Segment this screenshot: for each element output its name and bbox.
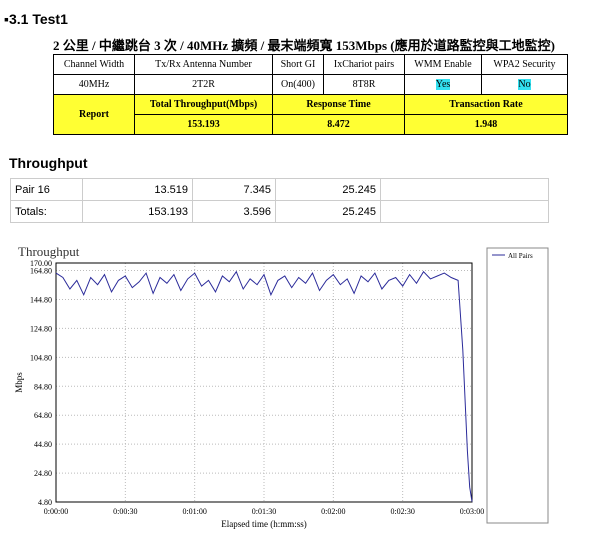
x-axis-label: Elapsed time (h:mm:ss) — [221, 519, 307, 529]
cell: 25.245 — [275, 178, 381, 201]
cell-text: No — [518, 79, 531, 90]
cell: WPA2 Security — [481, 54, 568, 75]
cell: 153.193 — [134, 114, 273, 135]
y-tick-label: 4.80 — [38, 498, 52, 507]
cell: 1.948 — [404, 114, 568, 135]
summary-table: Pair 16 13.519 7.345 25.245 Totals: 153.… — [10, 178, 549, 223]
cell: Tx/Rx Antenna Number — [134, 54, 273, 75]
y-tick-label: 104.80 — [30, 353, 52, 362]
y-tick-label: 124.80 — [30, 324, 52, 333]
cell: Report — [53, 94, 135, 135]
subtitle: 2 公里 / 中繼跳台 3 次 / 40MHz 擴頻 / 最末端頻寬 153Mb… — [53, 38, 555, 53]
cell: 2T2R — [134, 74, 273, 95]
cell: WMM Enable — [404, 54, 482, 75]
heading: ▪3.1 Test1 — [4, 11, 68, 27]
data-line — [55, 270, 473, 502]
cell: 153.193 — [82, 200, 193, 223]
cell: 8T8R — [323, 74, 405, 95]
legend-label: All Pairs — [508, 252, 533, 260]
cell-text: Yes — [435, 79, 451, 90]
cell: Totals: — [10, 200, 83, 223]
x-tick-label: 0:00:00 — [44, 507, 68, 516]
cell: On(400) — [272, 74, 324, 95]
x-tick-label: 0:00:30 — [113, 507, 137, 516]
cell: Response Time — [272, 94, 405, 115]
y-tick-label: 24.80 — [34, 469, 52, 478]
cell: Total Throughput(Mbps) — [134, 94, 273, 115]
cell — [380, 200, 549, 223]
cell: IxChariot pairs — [323, 54, 405, 75]
x-tick-label: 0:02:30 — [390, 507, 414, 516]
cell: Yes — [404, 74, 482, 95]
x-tick-label: 0:01:30 — [252, 507, 276, 516]
cell: Channel Width — [53, 54, 135, 75]
y-tick-label: 44.80 — [34, 440, 52, 449]
y-tick-label: 64.80 — [34, 411, 52, 420]
y-tick-label: 84.80 — [34, 382, 52, 391]
cell: No — [481, 74, 568, 95]
cell: 25.245 — [275, 200, 381, 223]
cell: 40MHz — [53, 74, 135, 95]
cell: Short GI — [272, 54, 324, 75]
chart-title: Throughput — [18, 244, 80, 259]
x-tick-label: 0:02:00 — [321, 507, 345, 516]
cell: 7.345 — [192, 178, 276, 201]
x-tick-label: 0:01:00 — [182, 507, 206, 516]
y-tick-label: 170.00 — [30, 259, 52, 268]
y-tick-label: 144.80 — [30, 295, 52, 304]
cell: 8.472 — [272, 114, 405, 135]
legend-box — [486, 247, 549, 524]
y-tick-label: 164.80 — [30, 267, 52, 276]
section-title: Throughput — [9, 155, 88, 171]
cell — [380, 178, 549, 201]
cell: Transaction Rate — [404, 94, 568, 115]
cell: 13.519 — [82, 178, 193, 201]
heading-text: 3.1 Test1 — [8, 11, 68, 27]
spec-table: Channel Width Tx/Rx Antenna Number Short… — [53, 54, 568, 135]
cell: Pair 16 — [10, 178, 83, 201]
cell: 3.596 — [192, 200, 276, 223]
y-axis-label: Mbps — [14, 372, 24, 393]
plot-frame — [55, 262, 473, 503]
x-tick-label: 0:03:00 — [460, 507, 484, 516]
